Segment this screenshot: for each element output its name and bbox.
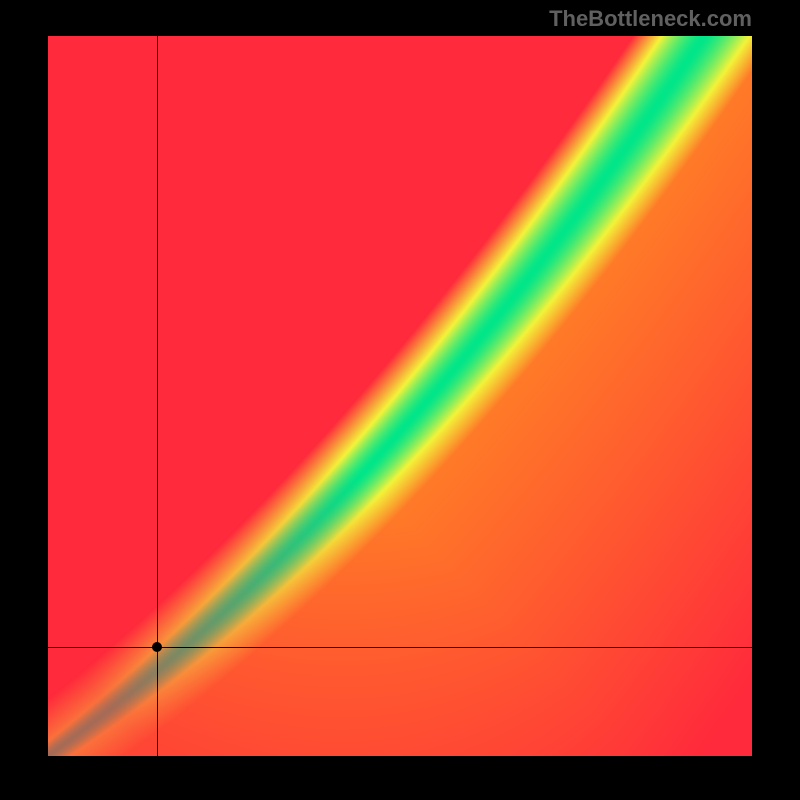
- watermark-text: TheBottleneck.com: [549, 6, 752, 32]
- crosshair-marker[interactable]: [152, 642, 162, 652]
- heatmap-plot: [48, 36, 752, 756]
